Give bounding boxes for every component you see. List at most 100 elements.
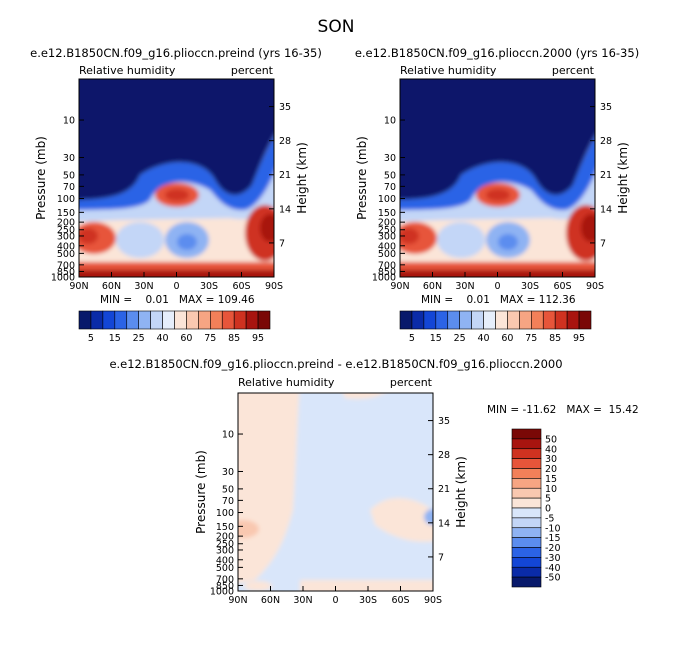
height-tick-label: 28 xyxy=(438,450,450,461)
units-label: percent xyxy=(231,64,274,77)
colorbar-swatch xyxy=(221,310,235,330)
colorbar-swatch xyxy=(162,310,175,330)
positive-anomaly-upper xyxy=(343,393,385,399)
y-tick-label: 1000 xyxy=(51,273,75,284)
y-tick-label: 200 xyxy=(57,218,75,229)
x-tick-label: 30S xyxy=(200,281,218,292)
colorbar-swatch xyxy=(210,310,223,330)
colorbar-label: -15 xyxy=(545,533,561,544)
y-tick-label: 150 xyxy=(378,208,396,219)
colorbar-label: -50 xyxy=(545,573,561,584)
colorbar-swatch xyxy=(511,468,542,479)
colorbar-swatch xyxy=(114,310,128,330)
colorbar-swatch xyxy=(459,310,472,330)
colorbar-swatch xyxy=(511,478,542,489)
colorbar-label: 20 xyxy=(545,464,557,475)
y-tick-label: 200 xyxy=(216,532,234,543)
y-tick-label: 400 xyxy=(57,241,75,252)
panel-title: e.e12.B1850CN.f09_g16.plioccn.preind (yr… xyxy=(30,46,322,60)
colorbar-swatch xyxy=(471,310,484,330)
colorbar-swatch xyxy=(411,310,425,330)
y-tick-label: 10 xyxy=(222,430,234,441)
colorbar-swatch xyxy=(511,557,542,568)
colorbar-label: 5 xyxy=(88,333,94,344)
colorbar-swatch xyxy=(90,310,104,330)
colorbar-swatch xyxy=(511,497,542,509)
y-tick-label: 50 xyxy=(384,170,396,181)
colorbar-swatch xyxy=(507,310,520,330)
colorbar-swatch xyxy=(233,310,247,330)
panel-title: e.e12.B1850CN.f09_g16.plioccn.preind - e… xyxy=(109,357,562,371)
colorbar-swatch xyxy=(447,310,460,330)
y-tick-label: 500 xyxy=(57,249,75,260)
season-title: SON xyxy=(318,17,355,37)
x-tick-label: 60N xyxy=(261,595,280,606)
colorbar-label: 50 xyxy=(545,434,557,445)
height-tick-label: 28 xyxy=(600,136,612,147)
colorbar-swatch xyxy=(511,576,542,588)
colorbar-swatch xyxy=(511,448,542,459)
colorbar-swatch xyxy=(399,310,413,330)
colorbar-swatch xyxy=(511,487,542,499)
colorbar-swatch xyxy=(511,566,542,578)
colorbar-label: 85 xyxy=(228,333,240,344)
y-tick-label: 850 xyxy=(216,581,234,592)
x-tick-label: 90N xyxy=(228,595,247,606)
x-tick-label: 60S xyxy=(391,595,409,606)
colorbar-swatch xyxy=(174,310,187,330)
x-tick-label: 90N xyxy=(69,281,88,292)
colorbar-swatch xyxy=(519,310,532,330)
colorbar-swatch xyxy=(578,310,592,330)
upper-dry-edge xyxy=(79,136,274,211)
colorbar-label: 40 xyxy=(545,444,557,455)
colorbar-label: 25 xyxy=(454,333,466,344)
y-tick-label: 50 xyxy=(222,484,234,495)
upper-dry-region xyxy=(79,79,274,200)
y-tick-label: 700 xyxy=(57,260,75,271)
colorbar-swatch xyxy=(198,310,211,330)
x-tick-label: 60N xyxy=(423,281,442,292)
variable-label: Relative humidity xyxy=(238,376,335,389)
y-tick-label: 100 xyxy=(57,194,75,205)
y-tick-label: 400 xyxy=(378,241,396,252)
colorbar-label: 60 xyxy=(180,333,192,344)
colorbar-label: 95 xyxy=(252,333,264,344)
negative-core xyxy=(424,509,433,525)
x-tick-label: 60S xyxy=(553,281,571,292)
colorbar-swatch xyxy=(138,310,151,330)
colorbar-label: 25 xyxy=(133,333,145,344)
y-tick-label: 300 xyxy=(378,231,396,242)
colorbar-label: 40 xyxy=(478,333,490,344)
height-tick-label: 21 xyxy=(600,170,612,181)
positive-core xyxy=(238,520,259,538)
colorbar-swatch xyxy=(511,537,542,548)
height-tick-label: 28 xyxy=(279,136,291,147)
y2-axis-title: Height (km) xyxy=(454,456,468,527)
height-tick-label: 7 xyxy=(438,552,444,563)
y-axis-title: Pressure (mb) xyxy=(355,136,369,220)
y-tick-label: 70 xyxy=(384,182,396,193)
x-tick-label: 90N xyxy=(390,281,409,292)
y2-axis-title: Height (km) xyxy=(295,142,309,213)
y-tick-label: 250 xyxy=(57,225,75,236)
y-tick-label: 70 xyxy=(63,182,75,193)
contour-field xyxy=(400,79,595,277)
y-tick-label: 150 xyxy=(57,208,75,219)
colorbar-label: 95 xyxy=(573,333,585,344)
y-tick-label: 400 xyxy=(216,555,234,566)
units-label: percent xyxy=(390,376,433,389)
x-tick-label: 60N xyxy=(102,281,121,292)
panel-title: e.e12.B1850CN.f09_g16.plioccn.2000 (yrs … xyxy=(355,46,639,60)
height-tick-label: 7 xyxy=(279,238,285,249)
y-tick-label: 500 xyxy=(378,249,396,260)
y-axis-title: Pressure (mb) xyxy=(34,136,48,220)
y-tick-label: 70 xyxy=(222,496,234,507)
x-tick-label: 90S xyxy=(424,595,442,606)
y-tick-label: 250 xyxy=(216,539,234,550)
colorbar-label: -20 xyxy=(545,543,561,554)
colorbar-label: 15 xyxy=(430,333,442,344)
colorbar-label: 0 xyxy=(545,504,551,515)
y-tick-label: 850 xyxy=(57,267,75,278)
colorbar-swatch xyxy=(102,310,116,330)
